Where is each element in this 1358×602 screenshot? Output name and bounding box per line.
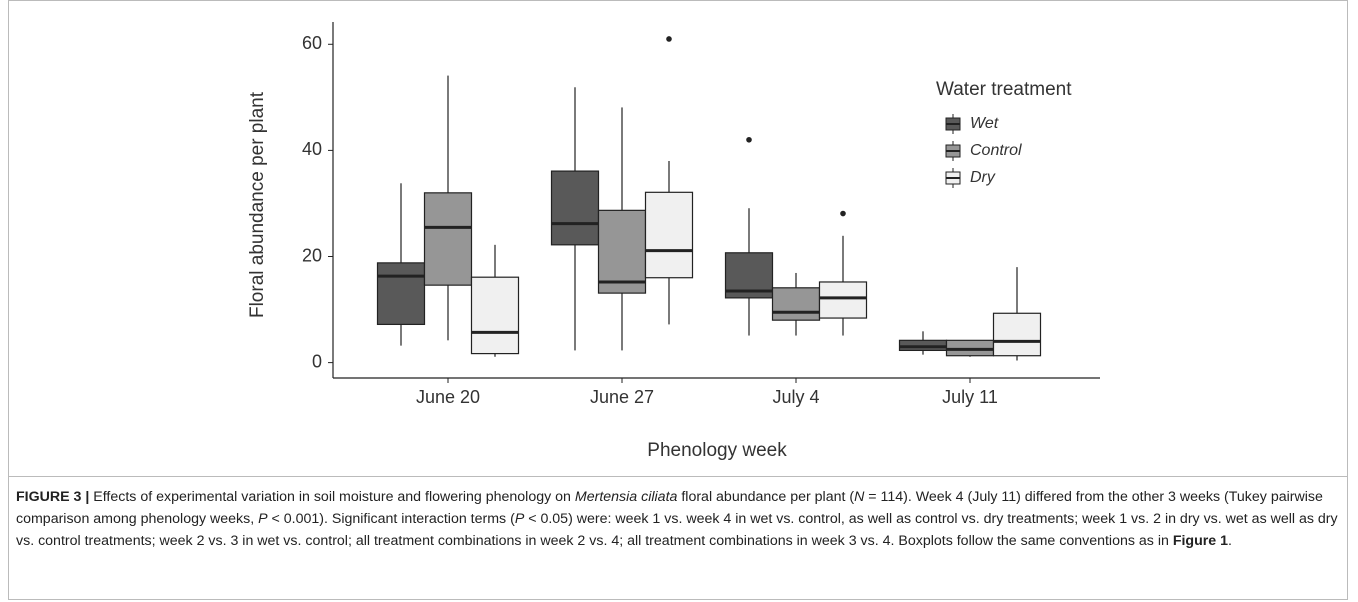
caption-text: P xyxy=(514,511,525,527)
caption-text: floral abundance per plant ( xyxy=(677,489,855,505)
y-tick-label: 20 xyxy=(302,245,322,265)
figure-frame xyxy=(8,0,1348,600)
caption-text: = 114). Week 4 (July 11) differed from t… xyxy=(16,489,1327,527)
caption-text: < 0.05) were: week 1 vs. week 4 in wet v… xyxy=(16,511,1342,549)
outlier xyxy=(840,210,846,217)
caption-text: . xyxy=(1228,533,1232,549)
legend-title: Water treatment xyxy=(936,79,1072,100)
box xyxy=(644,191,694,279)
caption-text: Effects of experimental variation in soi… xyxy=(89,489,575,505)
caption-text: Figure 1 xyxy=(1172,533,1229,549)
caption: FIGURE 3 | Effects of experimental varia… xyxy=(16,486,1342,552)
caption-text: < 0.001). Significant interaction terms … xyxy=(267,511,515,527)
box xyxy=(818,281,868,319)
legend-label: Control xyxy=(970,142,1022,159)
x-tick-label: July 4 xyxy=(772,387,819,407)
caption-separator xyxy=(8,476,1348,477)
box xyxy=(376,262,426,326)
caption-text: Mertensia ciliata xyxy=(574,489,678,505)
y-tick-label: 0 xyxy=(312,351,322,371)
y-tick-label: 40 xyxy=(302,139,322,159)
box xyxy=(550,170,600,246)
caption-text: N xyxy=(854,489,865,505)
box xyxy=(423,192,473,286)
x-axis-label: Phenology week xyxy=(647,440,787,461)
caption-text: P xyxy=(258,511,268,527)
x-tick-label: June 27 xyxy=(590,387,654,407)
outlier xyxy=(666,36,672,42)
caption-text: FIGURE 3 | xyxy=(16,489,90,505)
box xyxy=(992,312,1042,357)
outlier xyxy=(746,136,752,143)
y-tick-label: 60 xyxy=(302,33,322,53)
box xyxy=(771,287,821,321)
box xyxy=(597,209,647,294)
chart: Floral abundance per plant Phenology wee… xyxy=(247,22,1100,461)
legend-label: Wet xyxy=(970,115,999,132)
legend-label: Dry xyxy=(970,169,996,186)
y-axis-label: Floral abundance per plant xyxy=(247,91,268,318)
box xyxy=(470,276,520,355)
x-tick-label: June 20 xyxy=(416,387,480,407)
x-tick-label: July 11 xyxy=(942,387,998,407)
